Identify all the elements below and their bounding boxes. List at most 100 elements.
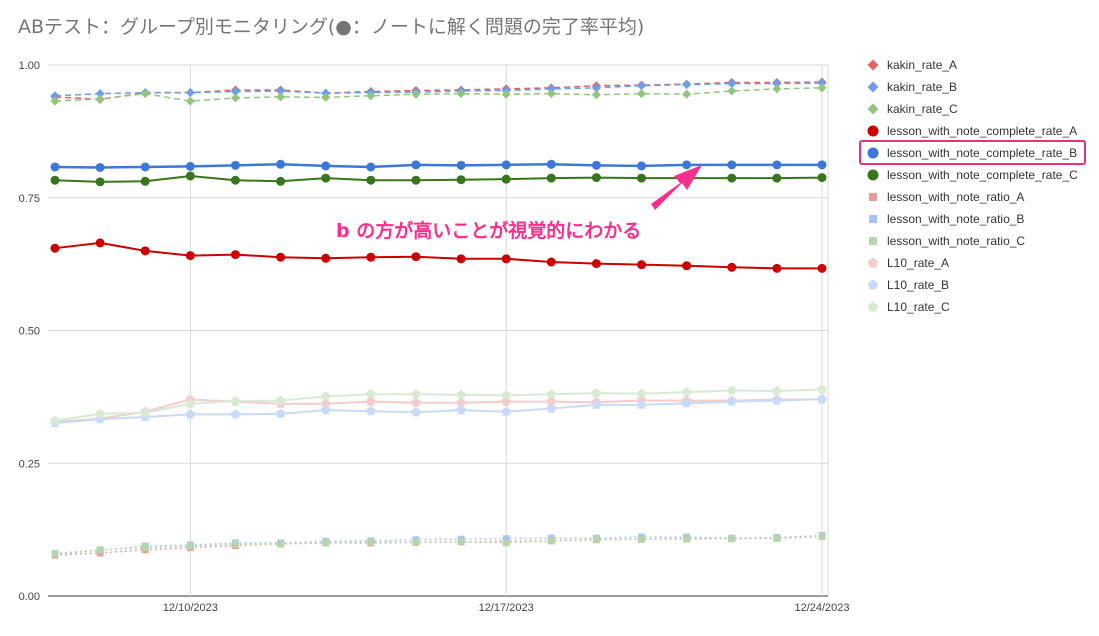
data-point [591, 259, 601, 269]
data-point [230, 87, 240, 97]
series-line [54, 174, 823, 183]
data-point [366, 91, 376, 101]
data-point [185, 171, 195, 181]
x-tick-label: 12/10/2023 [163, 602, 218, 614]
axis-ticks: 0.00 0.25 0.50 0.75 1.00 12/10/2023 12/17/2023… [19, 60, 850, 636]
data-point [727, 160, 737, 170]
legend-label: kakin_rate_C [887, 102, 958, 116]
y-tick-label: 1.00 [19, 60, 40, 72]
legend-swatch [869, 215, 877, 223]
data-point [456, 89, 466, 99]
legend-item[interactable]: L10_rate_A [867, 256, 949, 270]
data-point [321, 253, 331, 263]
data-point [95, 408, 105, 418]
data-point [50, 162, 60, 172]
legend-swatch [867, 81, 879, 93]
data-point [817, 160, 827, 170]
data-point [95, 162, 105, 172]
data-point [411, 389, 421, 399]
data-point [772, 84, 782, 94]
legend-label: lesson_with_note_ratio_C [887, 234, 1025, 248]
data-point [230, 93, 240, 103]
data-point [230, 175, 240, 185]
legend-item[interactable]: lesson_with_note_ratio_A [869, 190, 1024, 204]
legend-label: kakin_rate_A [887, 58, 957, 72]
series-lesson_with_note_ratio_A [51, 533, 826, 559]
legend-label: kakin_rate_B [887, 80, 957, 94]
data-point [546, 159, 556, 169]
grid [48, 64, 829, 597]
legend-item[interactable]: lesson_with_note_complete_rate_C [867, 168, 1079, 182]
data-point [185, 88, 195, 98]
data-point [321, 161, 331, 171]
data-point [502, 535, 510, 543]
data-point [456, 254, 466, 264]
data-point [772, 386, 782, 396]
data-point [727, 79, 737, 89]
data-point [772, 395, 782, 405]
legend-item[interactable]: lesson_with_note_ratio_C [869, 234, 1025, 248]
legend-label: lesson_with_note_complete_rate_B [887, 146, 1077, 160]
data-point [411, 397, 421, 407]
series-kakin_rate_C [50, 83, 827, 106]
series-L10_rate_C [50, 384, 827, 425]
data-point [366, 252, 376, 262]
chart-title: ABテスト：グループ別モニタリング(●：ノートに解く問題の完了率平均) [18, 16, 645, 38]
data-point [320, 398, 331, 408]
legend-label: L10_rate_A [887, 256, 949, 270]
legend-item[interactable]: lesson_with_note_ratio_B [869, 212, 1024, 226]
series-line [54, 163, 822, 169]
legend-swatch [867, 103, 879, 115]
y-tick-label: 0.25 [19, 458, 40, 470]
legend-label: lesson_with_note_ratio_A [887, 190, 1024, 204]
legend-item[interactable]: kakin_rate_A [867, 58, 958, 72]
data-point [637, 161, 647, 171]
data-point [501, 254, 511, 264]
data-point [411, 160, 421, 170]
data-point [185, 398, 196, 408]
data-point [95, 89, 105, 99]
data-point [501, 406, 511, 416]
data-point [230, 396, 241, 406]
legend-item[interactable]: lesson_with_note_complete_rate_B [867, 146, 1078, 160]
legend-item[interactable]: lesson_with_note_complete_rate_A [867, 124, 1078, 138]
data-point [141, 544, 149, 552]
legend-swatch [867, 59, 879, 71]
data-point [95, 94, 105, 104]
legend-item[interactable]: L10_rate_C [867, 300, 950, 314]
data-point [140, 176, 150, 186]
data-point [727, 86, 737, 96]
legend-swatch [867, 169, 879, 181]
data-point [592, 536, 600, 544]
data-point [637, 260, 647, 270]
data-point [96, 546, 104, 554]
series-line [54, 82, 823, 97]
y-tick-label: 0.00 [19, 591, 40, 603]
data-point [276, 176, 286, 186]
data-point [321, 173, 331, 183]
data-point [411, 252, 421, 262]
series-line [54, 87, 823, 102]
data-point [322, 539, 330, 547]
data-point [546, 173, 556, 183]
data-point [817, 394, 827, 404]
legend-label: lesson_with_note_complete_rate_C [887, 168, 1078, 182]
data-point [185, 96, 195, 106]
data-point [230, 409, 241, 419]
data-point [501, 160, 511, 170]
data-point [185, 251, 195, 261]
data-point [682, 80, 692, 90]
legend-item[interactable]: kakin_rate_C [867, 102, 959, 116]
data-point [50, 243, 60, 253]
legend-swatch [867, 301, 879, 312]
data-point [456, 405, 466, 415]
data-point [456, 175, 466, 185]
data-point [637, 173, 647, 183]
data-point [412, 538, 420, 546]
data-point [501, 174, 511, 184]
legend: kakin_rate_A kakin_rate_B kakin_rate_Cless… [859, 58, 1086, 314]
data-point [546, 403, 557, 413]
legend-item[interactable]: L10_rate_B [867, 278, 949, 292]
legend-item[interactable]: kakin_rate_B [867, 80, 958, 94]
series-L10_rate_B [50, 394, 827, 427]
